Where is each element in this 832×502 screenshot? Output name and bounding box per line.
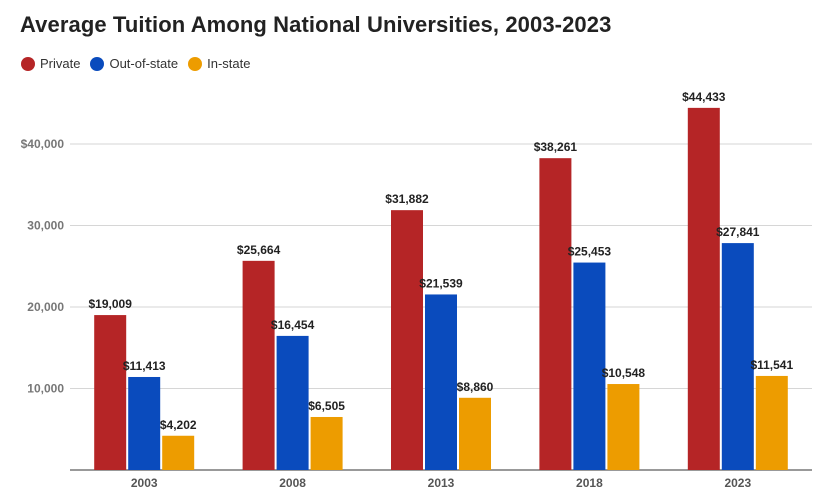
bar-private [391,210,423,471]
bar-in-state [310,416,343,470]
x-tick-label: 2018 [576,476,603,490]
bar-in-state [607,384,640,470]
data-label: $25,664 [237,243,281,257]
data-label: $19,009 [89,297,133,311]
data-label: $31,882 [385,192,429,206]
data-label: $10,548 [602,366,646,380]
data-label: $25,453 [568,245,612,259]
y-tick-label: 30,000 [27,219,64,233]
bar-in-state [755,375,788,470]
data-label: $16,454 [271,318,315,332]
bar-out-of-state [276,335,309,470]
y-tick-label: $40,000 [21,137,65,151]
data-label: $11,413 [123,359,166,373]
x-tick-label: 2013 [428,476,455,490]
data-label: $8,860 [457,380,494,394]
bar-private [94,315,127,470]
legend-item-out-of-state: Out-of-state [90,56,178,71]
y-tick-label: 10,000 [27,382,64,396]
data-label: $38,261 [534,140,578,154]
legend-item-in-state: In-state [188,56,250,71]
bar-private [242,260,275,470]
bar-private [539,158,572,470]
bar-in-state [459,397,491,470]
legend-swatch-private [21,56,35,71]
legend: Private Out-of-state In-state [21,56,260,71]
data-label: $44,433 [682,90,726,104]
bar-out-of-state [721,243,754,470]
data-label: $4,202 [160,418,197,432]
bar-private [687,107,720,471]
x-tick-label: 2003 [131,476,158,490]
legend-label-out-of-state: Out-of-state [109,56,179,71]
bar-out-of-state [128,376,161,470]
x-tick-label: 2008 [279,476,306,490]
legend-label-private: Private [40,56,81,71]
bar-out-of-state [425,294,457,470]
bar-out-of-state [573,262,606,470]
y-tick-label: 20,000 [27,300,64,314]
legend-label-in-state: In-state [207,56,251,71]
legend-item-private: Private [21,56,80,71]
data-label: $11,541 [750,358,793,372]
bar-in-state [162,435,195,470]
legend-swatch-out-of-state [90,56,105,71]
data-label: $21,539 [419,276,463,290]
chart-title: Average Tuition Among National Universit… [20,12,612,37]
legend-swatch-in-state [188,56,203,71]
x-tick-label: 2023 [724,476,751,490]
data-label: $27,841 [716,225,760,239]
data-label: $6,505 [308,399,345,413]
